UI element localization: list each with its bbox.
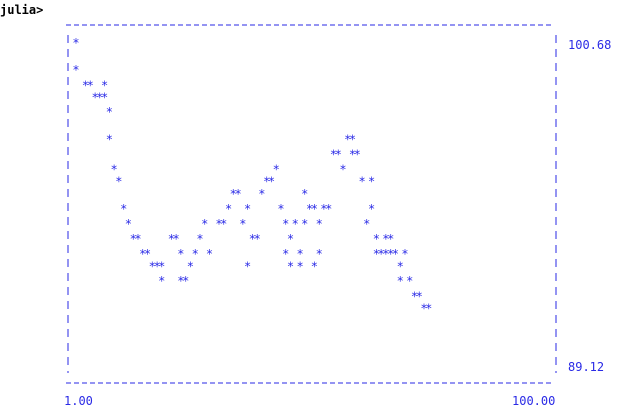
y-axis-max-label: 100.68 bbox=[568, 38, 611, 52]
scatter-point: * bbox=[316, 217, 323, 231]
scatter-point: * bbox=[306, 202, 313, 216]
scatter-point: * bbox=[263, 175, 270, 189]
scatter-point: * bbox=[230, 187, 237, 201]
scatter-point: * bbox=[392, 247, 399, 261]
scatter-point: * bbox=[134, 232, 141, 246]
scatter-point: * bbox=[139, 247, 146, 261]
scatter-point: * bbox=[311, 259, 318, 273]
scatter-point: * bbox=[206, 247, 213, 261]
scatter-point: * bbox=[244, 259, 251, 273]
scatter-point: * bbox=[220, 217, 227, 231]
scatter-point: * bbox=[110, 163, 117, 177]
scatter-point: * bbox=[125, 217, 132, 231]
scatter-point: * bbox=[296, 259, 303, 273]
scatter-point: * bbox=[316, 247, 323, 261]
scatter-point: * bbox=[406, 274, 413, 288]
scatter-point: * bbox=[87, 78, 94, 92]
scatter-point: * bbox=[282, 217, 289, 231]
scatter-point: * bbox=[225, 202, 232, 216]
scatter-point: * bbox=[354, 148, 361, 162]
scatter-point: * bbox=[377, 247, 384, 261]
scatter-point: * bbox=[196, 232, 203, 246]
scatter-point: * bbox=[344, 132, 351, 146]
scatter-point: * bbox=[158, 274, 165, 288]
scatter-point: * bbox=[273, 163, 280, 177]
scatter-point: * bbox=[339, 163, 346, 177]
scatter-point: * bbox=[349, 148, 356, 162]
scatter-point: * bbox=[349, 132, 356, 146]
scatter-point: * bbox=[368, 202, 375, 216]
scatter-point: * bbox=[425, 301, 432, 315]
scatter-point: * bbox=[106, 105, 113, 119]
scatter-point: * bbox=[182, 274, 189, 288]
scatter-point: * bbox=[249, 232, 256, 246]
scatter-point: * bbox=[320, 202, 327, 216]
scatter-point: * bbox=[358, 175, 365, 189]
scatter-point: * bbox=[277, 202, 284, 216]
scatter-point: * bbox=[72, 63, 79, 77]
scatter-point: * bbox=[115, 175, 122, 189]
scatter-point: * bbox=[144, 247, 151, 261]
scatter-point: * bbox=[172, 232, 179, 246]
scatter-point: * bbox=[149, 259, 156, 273]
x-axis-max-label: 100.00 bbox=[512, 394, 555, 408]
scatter-point: * bbox=[335, 148, 342, 162]
scatter-point: * bbox=[397, 274, 404, 288]
scatter-point: * bbox=[239, 217, 246, 231]
scatter-point: * bbox=[96, 90, 103, 104]
scatter-point: * bbox=[82, 78, 89, 92]
scatter-point: * bbox=[416, 289, 423, 303]
scatter-point: * bbox=[130, 232, 137, 246]
scatter-point: * bbox=[296, 247, 303, 261]
scatter-point: * bbox=[201, 217, 208, 231]
scatter-point: * bbox=[234, 187, 241, 201]
scatter-point: * bbox=[411, 289, 418, 303]
scatter-point: * bbox=[387, 247, 394, 261]
scatter-point: * bbox=[382, 232, 389, 246]
scatter-point: * bbox=[292, 217, 299, 231]
scatter-point: * bbox=[397, 259, 404, 273]
scatter-point: * bbox=[325, 202, 332, 216]
scatter-point: * bbox=[363, 217, 370, 231]
scatter-point: * bbox=[287, 232, 294, 246]
scatter-point: * bbox=[177, 247, 184, 261]
scatter-point: * bbox=[373, 232, 380, 246]
scatter-point: * bbox=[301, 217, 308, 231]
scatter-point: * bbox=[192, 247, 199, 261]
scatter-point: * bbox=[387, 232, 394, 246]
scatter-point: * bbox=[72, 36, 79, 50]
scatter-point: * bbox=[301, 187, 308, 201]
scatter-point: * bbox=[120, 202, 127, 216]
scatter-point: * bbox=[215, 217, 222, 231]
scatter-point: * bbox=[420, 301, 427, 315]
scatter-point: * bbox=[244, 202, 251, 216]
scatter-point: * bbox=[101, 90, 108, 104]
scatter-point: * bbox=[401, 247, 408, 261]
scatter-point: * bbox=[287, 259, 294, 273]
scatter-marks: ****************************************… bbox=[72, 36, 432, 315]
scatter-point: * bbox=[177, 274, 184, 288]
scatter-point: * bbox=[382, 247, 389, 261]
scatter-point: * bbox=[187, 259, 194, 273]
scatter-point: * bbox=[311, 202, 318, 216]
scatter-point: * bbox=[91, 90, 98, 104]
scatter-point: * bbox=[368, 175, 375, 189]
scatter-point: * bbox=[268, 175, 275, 189]
y-axis-min-label: 89.12 bbox=[568, 360, 604, 374]
scatter-point: * bbox=[258, 187, 265, 201]
scatter-point: * bbox=[373, 247, 380, 261]
scatter-point: * bbox=[330, 148, 337, 162]
x-axis-min-label: 1.00 bbox=[64, 394, 93, 408]
scatter-point: * bbox=[282, 247, 289, 261]
scatter-point: * bbox=[254, 232, 261, 246]
scatter-point: * bbox=[101, 78, 108, 92]
scatter-point: * bbox=[106, 132, 113, 146]
scatter-point: * bbox=[158, 259, 165, 273]
scatter-point: * bbox=[168, 232, 175, 246]
scatter-point: * bbox=[153, 259, 160, 273]
repl-prompt: julia> bbox=[0, 3, 44, 17]
